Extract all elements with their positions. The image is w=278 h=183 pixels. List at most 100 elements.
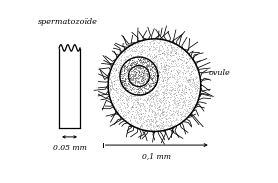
Point	[173, 102, 178, 105]
Point	[153, 81, 157, 84]
Point	[150, 76, 154, 79]
Point	[140, 64, 145, 67]
Point	[190, 65, 195, 68]
Point	[170, 46, 174, 49]
Point	[148, 54, 152, 57]
Point	[148, 84, 153, 87]
Point	[124, 87, 128, 90]
Point	[126, 79, 130, 82]
Point	[130, 44, 135, 47]
Point	[133, 81, 138, 84]
Point	[136, 100, 140, 103]
Point	[130, 75, 135, 78]
Point	[145, 67, 149, 70]
Point	[127, 73, 131, 76]
Point	[175, 57, 180, 60]
Point	[123, 81, 128, 84]
Point	[180, 48, 184, 51]
Point	[179, 106, 183, 109]
Point	[145, 59, 150, 62]
Point	[122, 84, 126, 87]
Point	[143, 89, 147, 92]
Point	[169, 90, 173, 93]
Point	[145, 80, 150, 83]
Point	[168, 92, 172, 95]
Point	[170, 64, 174, 67]
Point	[182, 83, 187, 86]
Point	[113, 76, 117, 79]
Point	[172, 43, 176, 46]
Point	[175, 46, 180, 48]
Point	[145, 79, 149, 82]
Point	[129, 64, 133, 67]
Point	[120, 77, 124, 80]
Point	[123, 86, 128, 89]
Point	[173, 96, 177, 99]
Point	[125, 48, 130, 51]
Point	[133, 50, 137, 53]
Point	[155, 78, 159, 81]
Point	[134, 78, 138, 81]
Point	[138, 70, 143, 73]
Point	[183, 87, 187, 90]
Point	[137, 87, 142, 89]
Point	[126, 82, 130, 85]
Point	[148, 40, 153, 43]
Point	[167, 103, 171, 106]
Point	[171, 53, 175, 56]
Point	[153, 68, 158, 70]
Point	[193, 65, 197, 68]
Point	[145, 123, 149, 126]
Point	[152, 63, 156, 66]
Point	[155, 79, 159, 82]
Point	[184, 91, 188, 94]
Point	[190, 81, 194, 84]
Point	[146, 68, 150, 71]
Point	[165, 76, 170, 79]
Point	[130, 105, 135, 108]
Point	[143, 98, 147, 101]
Point	[180, 113, 184, 116]
Point	[132, 93, 136, 96]
Point	[145, 53, 149, 56]
Point	[155, 78, 160, 81]
Point	[131, 54, 135, 57]
Point	[174, 91, 178, 94]
Point	[118, 88, 122, 91]
Point	[132, 63, 137, 66]
Point	[133, 61, 137, 64]
Point	[122, 114, 126, 117]
Point	[162, 96, 167, 99]
Point	[157, 49, 162, 52]
Point	[157, 72, 162, 75]
Point	[159, 112, 163, 115]
Point	[142, 98, 146, 101]
Point	[143, 108, 147, 111]
Point	[172, 42, 177, 45]
Point	[175, 110, 180, 113]
Point	[193, 93, 197, 96]
Point	[153, 82, 158, 85]
Point	[161, 101, 165, 104]
Point	[157, 116, 162, 119]
Point	[142, 61, 147, 64]
Point	[112, 80, 116, 83]
Point	[112, 69, 117, 72]
Point	[145, 45, 149, 48]
Point	[162, 64, 166, 67]
Point	[162, 63, 167, 66]
Point	[136, 58, 140, 61]
Point	[116, 70, 120, 73]
Point	[107, 88, 112, 91]
Point	[151, 70, 155, 72]
Point	[136, 109, 141, 111]
Point	[180, 89, 184, 92]
Point	[160, 117, 165, 120]
Point	[170, 125, 175, 128]
Point	[125, 105, 129, 108]
Point	[172, 110, 177, 113]
Point	[136, 73, 140, 76]
Point	[166, 117, 171, 120]
Point	[187, 88, 192, 91]
Point	[108, 85, 113, 88]
